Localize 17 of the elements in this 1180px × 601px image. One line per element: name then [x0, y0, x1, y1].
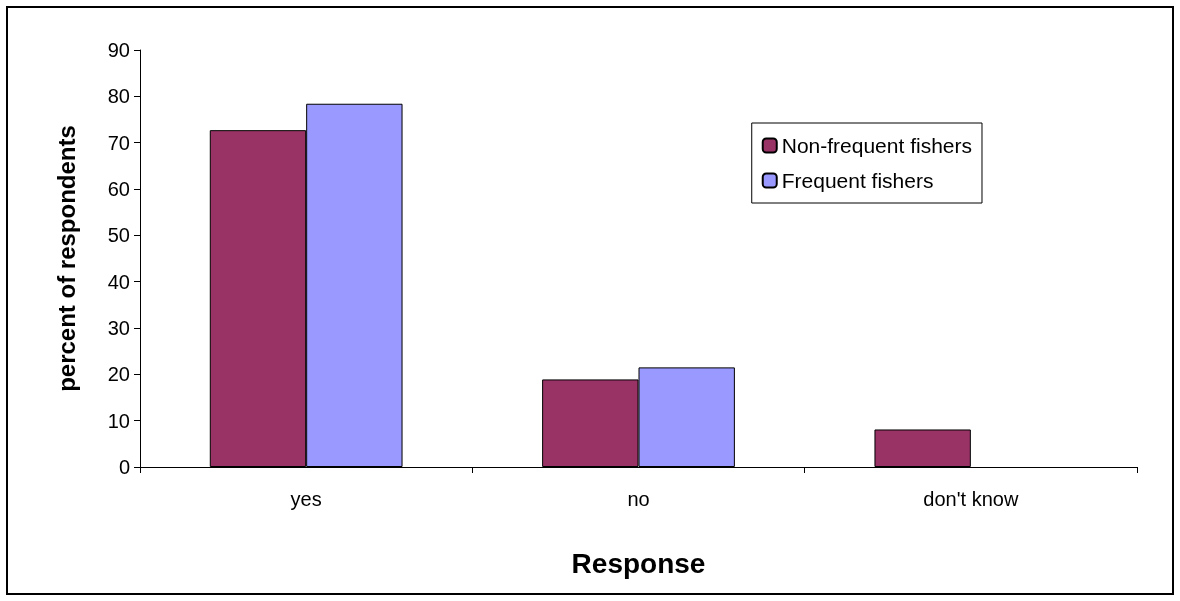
- y-tick-label: 10: [107, 409, 130, 432]
- x-tick-label: yes: [290, 488, 322, 510]
- legend-label: Non-frequent fishers: [781, 134, 972, 157]
- y-tick-label: 30: [107, 317, 130, 339]
- y-axis-title: percent of respondents: [52, 125, 80, 392]
- y-tick-label: 70: [107, 131, 130, 154]
- y-tick-label: 40: [107, 270, 130, 293]
- legend-label: Frequent fishers: [781, 169, 934, 192]
- y-tick-label: 50: [107, 224, 130, 247]
- x-tick-label: no: [627, 488, 650, 510]
- y-tick-label: 60: [107, 178, 130, 200]
- y-tick-label: 90: [107, 39, 130, 61]
- y-tick-label: 0: [118, 456, 130, 478]
- x-axis-title: Response: [571, 547, 706, 579]
- y-tick-label: 20: [107, 363, 130, 386]
- y-tick-label: 80: [107, 85, 130, 108]
- x-tick-label: don't know: [923, 488, 1019, 510]
